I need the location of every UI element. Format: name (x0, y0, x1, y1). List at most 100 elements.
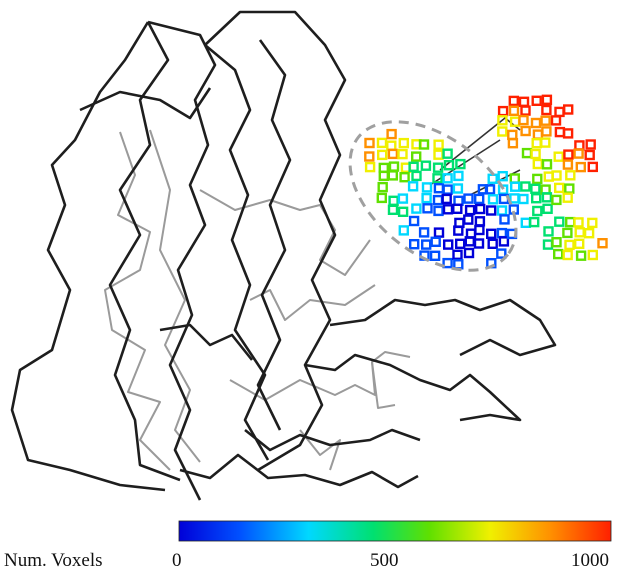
voxel (422, 203, 433, 214)
voxel (509, 173, 520, 184)
voxel (498, 236, 510, 247)
voxel (452, 183, 464, 194)
voxel (521, 147, 533, 159)
voxel (433, 139, 444, 150)
voxel (433, 227, 445, 238)
voxel (541, 94, 553, 106)
voxel (463, 193, 474, 204)
voxel (542, 239, 554, 250)
voxel (376, 137, 388, 149)
voxel (597, 237, 608, 249)
voxel (411, 151, 422, 162)
voxel (386, 140, 397, 151)
voxel (474, 224, 485, 236)
voxel (551, 236, 562, 248)
voxel (420, 160, 432, 171)
voxel (530, 148, 541, 160)
voxel (474, 216, 486, 227)
voxel (550, 115, 562, 126)
voxel (463, 214, 474, 225)
voxel (463, 247, 475, 259)
colorbar (178, 520, 612, 542)
voxel (530, 183, 541, 195)
voxel (411, 203, 422, 214)
voxel (575, 250, 587, 261)
voxel (398, 137, 409, 149)
voxel (442, 148, 453, 159)
voxel (452, 203, 463, 215)
voxel (496, 248, 507, 259)
voxel (518, 96, 530, 108)
voxel (387, 148, 399, 160)
voxel (562, 192, 573, 203)
voxel (443, 159, 455, 171)
voxel (364, 161, 376, 173)
voxel (587, 217, 598, 229)
voxel (442, 257, 453, 269)
voxel (433, 182, 445, 194)
voxel (554, 126, 566, 138)
voxel (432, 194, 444, 206)
voxel (409, 238, 420, 250)
voxel (484, 184, 496, 195)
voxel (364, 137, 375, 149)
voxel (574, 227, 585, 238)
voxel (508, 95, 519, 107)
voxel (398, 225, 409, 236)
voxel (542, 203, 553, 215)
voxel (564, 183, 575, 194)
voxel (364, 151, 375, 162)
voxel (531, 95, 542, 107)
voxel (430, 236, 441, 248)
voxel (563, 149, 574, 160)
voxel (418, 227, 430, 238)
voxel (532, 173, 543, 185)
voxel (541, 159, 553, 170)
voxel (443, 239, 454, 250)
voxel (399, 171, 410, 183)
voxel (421, 182, 433, 193)
voxel (574, 238, 585, 250)
voxel (573, 217, 584, 228)
voxel (551, 170, 562, 181)
voxel (496, 227, 508, 239)
voxel (562, 159, 574, 170)
voxel (565, 216, 576, 228)
voxel (421, 192, 432, 204)
voxel (377, 149, 388, 161)
voxel (442, 173, 453, 184)
voxel (487, 238, 498, 250)
voxel (532, 205, 543, 217)
voxel (453, 259, 464, 270)
voxel (464, 236, 475, 247)
voxel (386, 128, 397, 140)
voxel (529, 216, 540, 228)
protein-backbone-light (104, 129, 411, 471)
voxel (585, 139, 596, 150)
pocket-voxel-cloud (364, 94, 608, 270)
voxel (510, 181, 521, 192)
voxel (583, 227, 595, 239)
voxel (553, 151, 564, 162)
voxel (486, 205, 497, 216)
voxel (432, 162, 444, 173)
voxel (563, 104, 574, 115)
voxel (387, 204, 399, 216)
voxel (418, 139, 430, 150)
voxel (520, 181, 531, 192)
voxel (574, 140, 585, 151)
voxel (520, 105, 531, 116)
voxel (554, 106, 565, 118)
voxel (475, 203, 486, 215)
voxel (474, 193, 485, 205)
voxel (388, 195, 399, 207)
voxel (562, 128, 574, 139)
voxel (564, 239, 575, 251)
voxel (551, 194, 562, 206)
colorbar-tick-mid: 500 (370, 550, 399, 571)
voxel (562, 227, 573, 239)
voxel (540, 137, 551, 148)
voxel (499, 214, 510, 225)
voxel (518, 114, 529, 126)
